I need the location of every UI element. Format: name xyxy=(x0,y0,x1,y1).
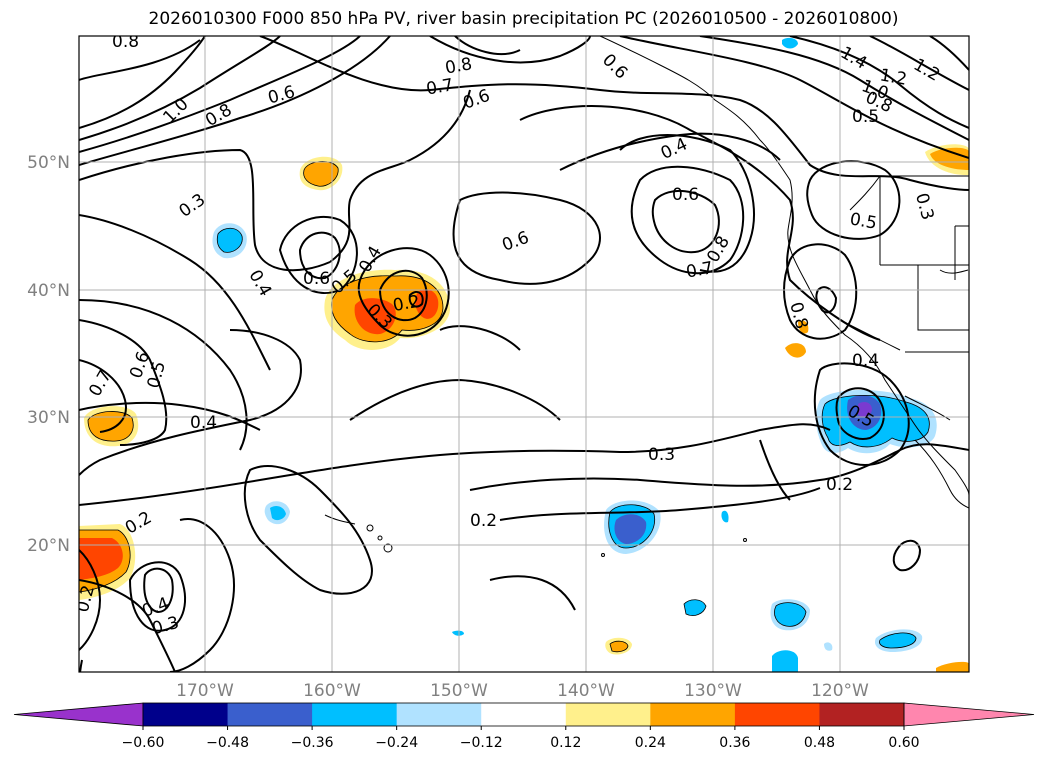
shade-negative xyxy=(270,506,286,521)
shade-negative xyxy=(824,642,833,651)
colorbar-extend-max xyxy=(903,702,1035,727)
shade-negative xyxy=(774,602,806,627)
contour-label: 0.5 xyxy=(852,107,879,127)
colorbar-segment xyxy=(312,703,398,726)
colorbar-tick-label: 0.12 xyxy=(550,735,581,751)
shade-outlines xyxy=(79,161,930,653)
shade-negative xyxy=(879,632,916,648)
shade-positive xyxy=(798,320,809,334)
colorbar-segment xyxy=(819,703,905,726)
shade-negative xyxy=(614,514,647,544)
lat-tick-label: 50°N xyxy=(27,153,70,173)
lon-axis: 170°W 160°W 150°W 140°W 130°W 120°W xyxy=(176,681,869,701)
lon-tick-label: 120°W xyxy=(811,681,869,701)
colorbar-tick-label: −0.36 xyxy=(291,735,334,751)
contour-label: 0.4 xyxy=(190,413,217,433)
lat-axis: 50°N 40°N 30°N 20°N xyxy=(27,153,70,556)
shade-negative xyxy=(452,630,464,636)
colorbar-frame xyxy=(142,702,905,727)
colorbar-tick-label: 0.24 xyxy=(635,735,666,751)
lon-tick-label: 160°W xyxy=(303,681,361,701)
colorbar-extend-min xyxy=(13,702,144,727)
shade-positive xyxy=(79,538,123,580)
graticule xyxy=(79,36,969,672)
contour-label: 1.2 xyxy=(878,65,908,89)
shade-negative xyxy=(217,228,243,253)
colorbar-tick-label: −0.60 xyxy=(122,735,165,751)
colorbar-tick-label: 0.48 xyxy=(804,735,835,751)
colorbar: −0.60 −0.48 −0.36 −0.24 −0.12 0.12 0.24 0.36 0.4… xyxy=(13,702,1035,751)
shade-negative xyxy=(782,37,798,49)
colorbar-segment xyxy=(734,703,820,726)
contour-label: 0.6 xyxy=(672,185,699,205)
shade-positive xyxy=(610,641,628,652)
shade-negative xyxy=(684,599,706,616)
shade-positive xyxy=(785,343,806,358)
contour-label: 0.4 xyxy=(852,351,879,371)
lon-tick-label: 150°W xyxy=(430,681,488,701)
colorbar-segment xyxy=(396,703,482,726)
colorbar-segment xyxy=(650,703,736,726)
contour-label: 0.2 xyxy=(73,583,99,614)
shade-negative xyxy=(772,650,798,672)
contour-label: 0.3 xyxy=(648,445,675,465)
contour-label: 0.7 xyxy=(425,75,455,99)
contour-label: 0.2 xyxy=(470,511,497,531)
map-frame xyxy=(78,35,970,673)
contour-label: 0.2 xyxy=(391,292,421,316)
lon-tick-label: 170°W xyxy=(176,681,234,701)
colorbar-tick-label: −0.12 xyxy=(460,735,503,751)
colorbar-segment xyxy=(481,703,567,726)
colorbar-tick-label: 0.36 xyxy=(719,735,750,751)
shade-negative xyxy=(721,510,729,523)
coastlines xyxy=(324,36,969,557)
colorbar-segment xyxy=(143,703,229,726)
shade-positive xyxy=(930,147,969,170)
map-panel: 0.8 1.0 0.8 0.6 0.8 0.7 0.6 0.6 0.4 1.4 … xyxy=(73,32,969,672)
lat-tick-label: 40°N xyxy=(27,281,70,301)
contour-label: 0.8 xyxy=(112,32,139,52)
contour-label: 0.8 xyxy=(444,54,474,78)
shade-negative xyxy=(858,402,872,418)
colorbar-tick-label: −0.24 xyxy=(375,735,418,751)
colorbar-tick-label: 0.60 xyxy=(888,735,919,751)
lat-tick-label: 20°N xyxy=(27,536,70,556)
lon-tick-label: 140°W xyxy=(557,681,615,701)
map-title: 2026010300 F000 850 hPa PV, river basin … xyxy=(148,9,899,29)
lon-tick-label: 130°W xyxy=(684,681,742,701)
contour-label: 0.2 xyxy=(826,475,853,495)
lat-tick-label: 30°N xyxy=(27,408,70,428)
shade-positive xyxy=(303,161,339,187)
colorbar-segment xyxy=(227,703,313,726)
contour-label: 0.7 xyxy=(685,258,715,282)
colorbar-tick-label: −0.48 xyxy=(206,735,249,751)
contour-label: 0.6 xyxy=(303,269,330,289)
colorbar-segment xyxy=(565,703,651,726)
contour-label: 0.5 xyxy=(848,209,878,233)
shade-positive xyxy=(936,661,969,672)
